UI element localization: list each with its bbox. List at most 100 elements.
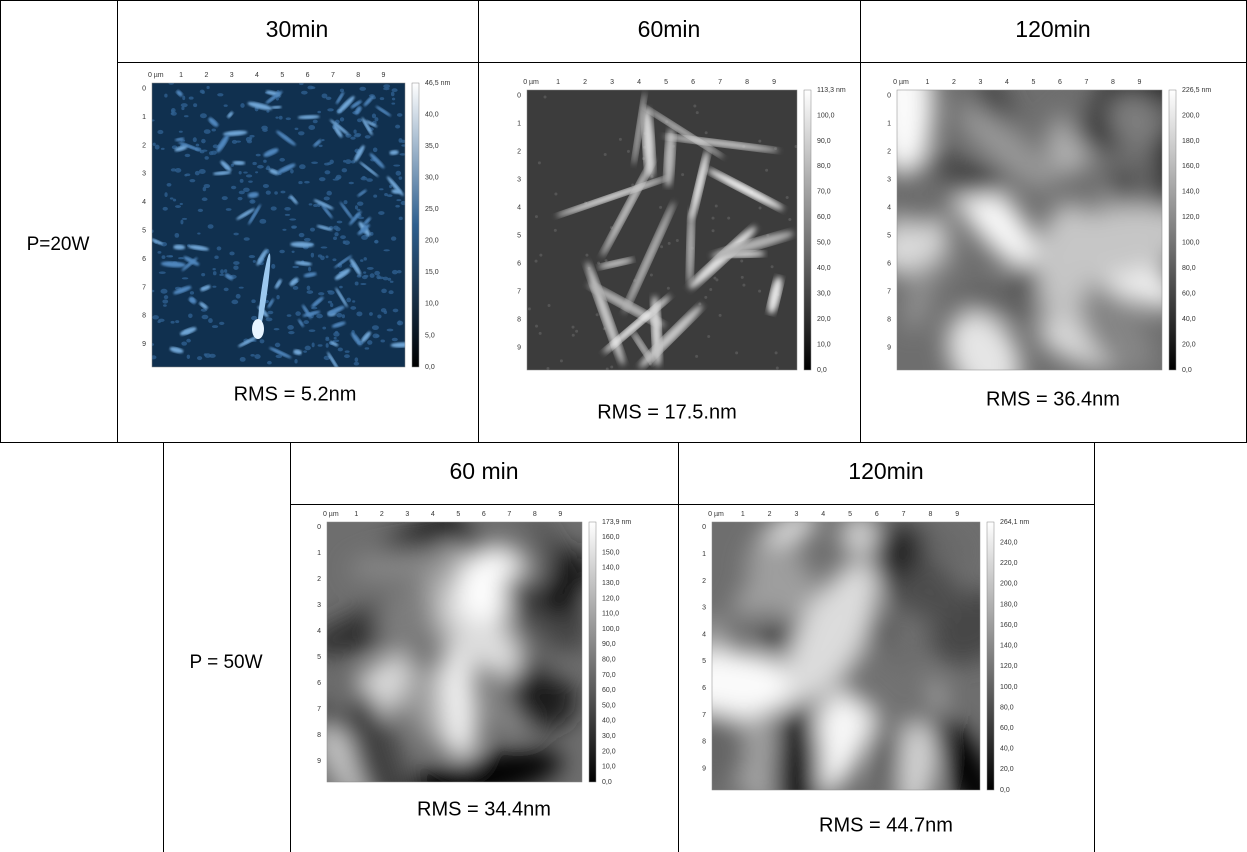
grain <box>537 161 541 165</box>
grain <box>221 196 228 201</box>
colorbar-label: 10,0 <box>602 764 616 771</box>
grain <box>158 318 165 322</box>
grain <box>312 119 318 124</box>
island <box>265 90 283 104</box>
grain <box>395 170 402 176</box>
grain <box>298 232 305 238</box>
grain <box>181 341 188 346</box>
rod <box>643 106 724 158</box>
grain <box>375 334 380 338</box>
y-tick-label: 5 <box>317 654 321 661</box>
grain <box>233 261 240 266</box>
grain <box>341 168 348 173</box>
grain <box>742 283 746 287</box>
y-tick-label: 3 <box>517 176 521 183</box>
grain <box>713 276 717 280</box>
grain <box>163 304 167 307</box>
grain <box>388 290 394 295</box>
x-tick-label: 8 <box>928 511 932 518</box>
grain <box>174 232 180 238</box>
x-tick-label: 5 <box>456 511 460 518</box>
grain <box>353 361 360 366</box>
grain <box>152 229 154 233</box>
grain <box>259 218 267 224</box>
grain <box>369 273 375 278</box>
grain <box>603 153 607 157</box>
island <box>294 261 312 266</box>
grain <box>310 86 316 90</box>
colorbar-label: 140,0 <box>602 565 620 572</box>
y-tick-label: 3 <box>142 171 146 178</box>
x-tick-label: 8 <box>745 79 749 86</box>
grain <box>301 90 308 95</box>
x-tick-label: 1 <box>741 511 745 518</box>
afm-image: 0 µm 1 2 3 4 5 6 7 8 9 0 1 2 3 4 5 6 7 8 9 173,9 nm 160,0 150,… <box>317 511 631 786</box>
x-tick-label: 9 <box>1138 79 1142 86</box>
colorbar-label: 120,0 <box>1182 214 1200 221</box>
grain <box>304 180 310 184</box>
x-tick-label: 7 <box>718 79 722 86</box>
grain <box>306 285 311 291</box>
grain <box>308 125 316 131</box>
x-tick-label: 4 <box>255 72 259 79</box>
afm-image: 0 µm 1 2 3 4 5 6 7 8 9 0 1 2 3 4 5 6 7 8 9 264,1 nm 240,0 220,… <box>702 511 1029 794</box>
grain <box>631 183 635 187</box>
island <box>179 327 197 336</box>
y-tick-label: 8 <box>517 316 521 323</box>
grain <box>212 267 216 271</box>
grain <box>261 125 268 131</box>
grain <box>194 170 200 176</box>
island <box>270 105 282 109</box>
grain <box>160 288 168 294</box>
grain <box>396 269 402 274</box>
grain <box>216 246 222 251</box>
blob <box>439 643 478 760</box>
grain <box>397 320 402 326</box>
island <box>173 244 186 250</box>
island <box>313 199 334 210</box>
grain <box>704 295 708 299</box>
grain <box>198 169 206 175</box>
island <box>208 117 219 127</box>
grain <box>659 205 663 209</box>
grain <box>168 83 174 85</box>
blob <box>1030 206 1162 279</box>
grain <box>396 199 402 202</box>
grain <box>334 232 339 237</box>
grain <box>363 257 367 261</box>
grain <box>363 271 367 274</box>
colorbar-label: 140,0 <box>1182 189 1200 196</box>
grain <box>237 196 243 201</box>
grain <box>765 168 769 172</box>
y-tick-label: 3 <box>702 605 706 612</box>
colorbar-label: 226,5 nm <box>1182 87 1211 94</box>
grain <box>321 139 325 142</box>
x-tick-label: 4 <box>637 79 641 86</box>
grain <box>219 273 225 276</box>
grain <box>308 329 316 333</box>
colorbar-label: 30,0 <box>817 290 831 297</box>
grain <box>174 168 182 173</box>
grain <box>197 208 204 212</box>
grain <box>711 229 715 233</box>
grain <box>367 340 373 345</box>
island <box>327 351 340 367</box>
colorbar-label: 5,0 <box>425 332 435 339</box>
island <box>339 201 354 221</box>
colorbar-label: 50,0 <box>602 702 616 709</box>
column-header: 60min <box>638 16 701 42</box>
grain <box>211 128 216 132</box>
grain <box>201 272 206 277</box>
grain <box>318 292 325 296</box>
grain <box>341 314 345 319</box>
x-tick-label: 3 <box>979 79 983 86</box>
grain <box>380 308 387 313</box>
grain <box>196 356 203 361</box>
island <box>232 160 246 166</box>
grain <box>311 306 318 310</box>
x-tick-label: 1 <box>179 72 183 79</box>
grain <box>332 178 340 181</box>
grain <box>160 147 165 150</box>
island <box>247 101 273 111</box>
